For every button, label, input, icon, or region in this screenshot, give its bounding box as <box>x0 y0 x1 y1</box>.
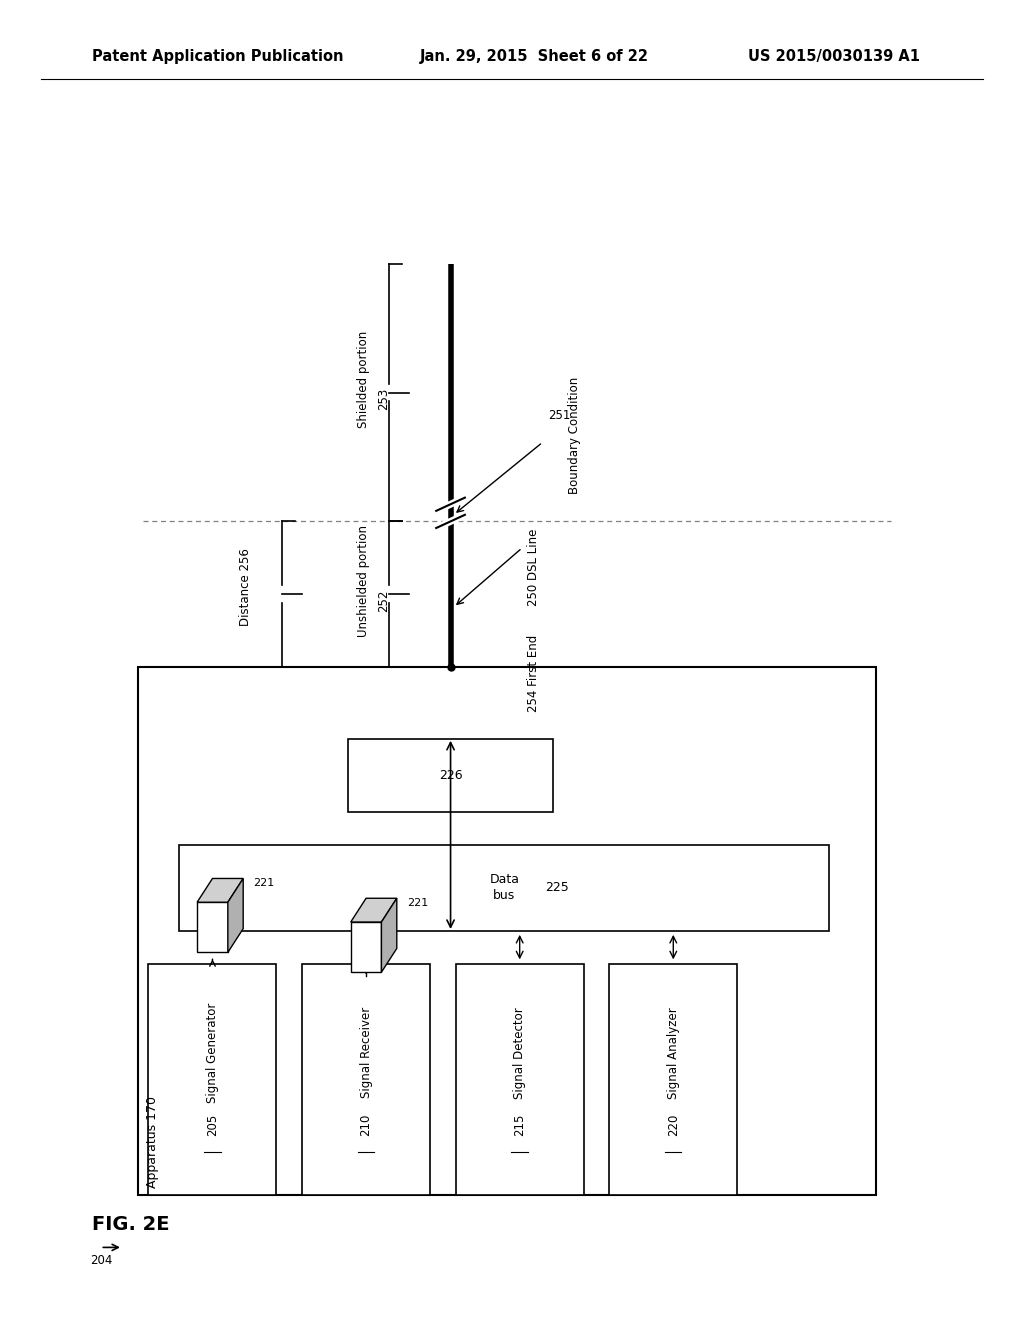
Text: 226: 226 <box>438 770 463 781</box>
Text: 250 DSL Line: 250 DSL Line <box>527 529 541 606</box>
Bar <box>138 667 876 1195</box>
Text: 220: 220 <box>667 1114 680 1137</box>
Text: Signal Generator: Signal Generator <box>206 1002 219 1104</box>
Text: 221: 221 <box>408 898 428 908</box>
Bar <box>609 964 737 1195</box>
Polygon shape <box>197 879 244 903</box>
Bar <box>350 923 381 972</box>
Text: 204: 204 <box>90 1254 113 1267</box>
Text: 215: 215 <box>513 1114 526 1137</box>
Text: Signal Receiver: Signal Receiver <box>359 1007 373 1098</box>
Text: Boundary Condition: Boundary Condition <box>568 378 582 494</box>
Text: Data
bus: Data bus <box>489 874 519 902</box>
Text: 251: 251 <box>548 409 570 422</box>
Text: 225: 225 <box>545 882 569 894</box>
Text: Shielded portion: Shielded portion <box>357 331 370 428</box>
Text: 205: 205 <box>206 1114 219 1137</box>
Polygon shape <box>350 898 397 921</box>
Text: 210: 210 <box>359 1114 373 1137</box>
Bar <box>197 903 227 953</box>
Text: Patent Application Publication: Patent Application Publication <box>92 49 344 65</box>
Text: US 2015/0030139 A1: US 2015/0030139 A1 <box>748 49 920 65</box>
Text: 254 First End: 254 First End <box>527 635 541 711</box>
Text: Distance 256: Distance 256 <box>240 549 252 626</box>
Bar <box>302 964 430 1195</box>
Polygon shape <box>381 898 397 972</box>
Bar <box>456 964 584 1195</box>
Text: FIG. 2E: FIG. 2E <box>92 1216 170 1234</box>
Text: 253: 253 <box>378 388 390 411</box>
Polygon shape <box>227 879 244 953</box>
Text: 221: 221 <box>254 879 274 888</box>
Text: Signal Analyzer: Signal Analyzer <box>667 1007 680 1098</box>
Bar <box>179 845 829 931</box>
Text: Signal Detector: Signal Detector <box>513 1007 526 1098</box>
Bar <box>348 739 553 812</box>
Text: Unshielded portion: Unshielded portion <box>357 525 370 636</box>
Text: Apparatus 170: Apparatus 170 <box>146 1096 160 1188</box>
Bar <box>148 964 276 1195</box>
Text: 252: 252 <box>378 590 390 611</box>
Text: Jan. 29, 2015  Sheet 6 of 22: Jan. 29, 2015 Sheet 6 of 22 <box>420 49 649 65</box>
